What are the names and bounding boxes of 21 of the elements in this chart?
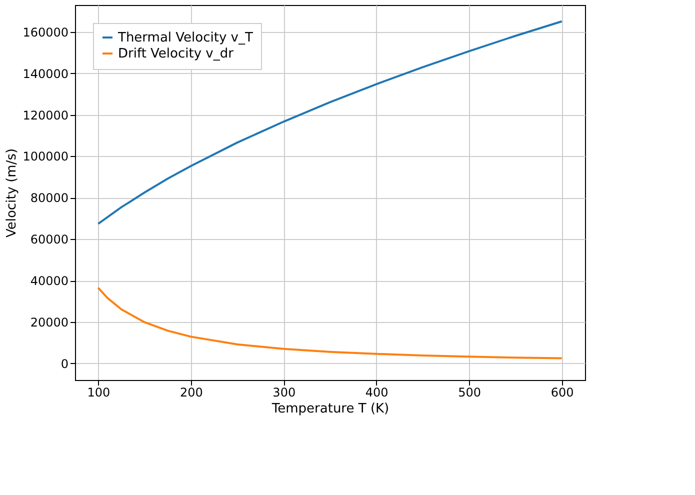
x-tick-label: 100 [87,386,110,400]
y-tick-label: 160000 [22,25,68,40]
x-tick-label: 200 [180,386,203,400]
y-tick-label: 60000 [30,232,68,247]
x-tick-label: 600 [550,386,574,400]
line-series [97,20,563,225]
y-tick-label: 0 [60,356,68,371]
x-tick-label: 300 [272,386,296,400]
y-axis-title: Velocity (m/s) [4,148,20,238]
x-tick-label: 500 [458,386,482,400]
legend-label: Thermal Velocity v_T [117,30,253,46]
y-tick-label: 40000 [30,274,68,288]
line-series [97,286,563,360]
x-tick-label: 400 [365,386,388,400]
legend-label: Drift Velocity v_dr [118,46,234,62]
y-tick-label: 140000 [22,66,68,81]
x-axis-title: Temperature T (K) [270,402,390,416]
y-tick-label: 120000 [22,108,68,122]
y-tick-label: 100000 [22,150,68,164]
y-tick-label: 20000 [30,315,68,330]
y-tick-label: 80000 [30,191,68,206]
